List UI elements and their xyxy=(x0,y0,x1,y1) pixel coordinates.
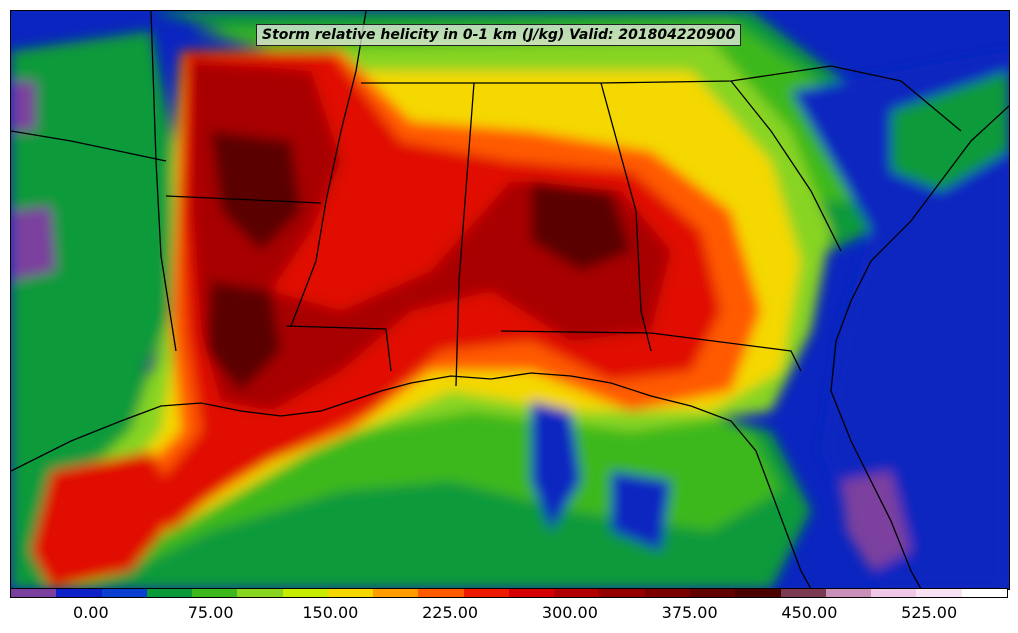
colorbar-segment xyxy=(11,589,57,597)
field-green-west xyxy=(11,31,191,471)
colorbar-segment xyxy=(327,589,374,597)
field-blue-east xyxy=(791,51,1009,589)
field-purple-nw xyxy=(11,81,36,131)
colorbar-tick-label: 375.00 xyxy=(661,603,718,622)
field-blue-gulf-pocket-2 xyxy=(611,471,671,551)
colorbar-segment xyxy=(508,589,555,597)
colorbar-segment xyxy=(237,589,283,597)
colorbar-segment xyxy=(463,589,509,597)
field-maroon-ms xyxy=(211,131,301,251)
coastline-gulf xyxy=(11,372,812,589)
border-ga-sc xyxy=(730,80,842,252)
coastline-atlantic xyxy=(830,105,1009,589)
border-ms-al xyxy=(455,82,475,387)
colorbar-ticks: 0.00 75.00 150.00 225.00 300.00 375.00 450.00 5… xyxy=(10,599,1008,629)
colorbar-segment xyxy=(961,589,1007,597)
map-panel: Storm relative helicity in 0-1 km (J/kg)… xyxy=(10,10,1010,590)
border-ms-river xyxy=(290,11,367,327)
colorbar-segment xyxy=(780,589,826,597)
colorbar-tick-label: 525.00 xyxy=(901,603,958,622)
colorbar-segment xyxy=(644,589,690,597)
colorbar-tick-label: 450.00 xyxy=(781,603,838,622)
field-green-east-coast xyxy=(891,71,1009,191)
field-maroon-al xyxy=(531,181,631,271)
field-darkred-core xyxy=(191,61,671,411)
colorbar-segment xyxy=(689,589,736,597)
colorbar-tick-label: 150.00 xyxy=(302,603,359,622)
helicity-field-map xyxy=(11,11,1009,589)
colorbar-segment xyxy=(56,589,102,597)
colorbar-segment xyxy=(282,589,328,597)
border-al-ga xyxy=(600,82,652,352)
colorbar-tick-label: 75.00 xyxy=(187,603,234,622)
field-maroon-la xyxy=(206,281,281,391)
colorbar-segment xyxy=(373,589,419,597)
colorbar-segment xyxy=(735,589,781,597)
field-purple-west xyxy=(11,206,56,281)
colorbar-segment xyxy=(101,589,147,597)
colorbar-segment xyxy=(554,589,600,597)
border-ar-la xyxy=(165,195,322,204)
colorbar-segment xyxy=(825,589,872,597)
colorbar-segment xyxy=(192,589,238,597)
colorbar-segment xyxy=(418,589,464,597)
border-al-fl xyxy=(500,330,802,372)
colorbar-tick-label: 300.00 xyxy=(541,603,598,622)
state-borders xyxy=(11,11,1009,589)
colorbar-segment xyxy=(916,589,962,597)
border-ar-north xyxy=(11,130,167,162)
field-red-sw xyxy=(31,451,181,589)
colorbar-segment xyxy=(871,589,917,597)
colorbar-segment xyxy=(599,589,645,597)
border-nc-sc xyxy=(830,65,962,132)
colorbar xyxy=(10,588,1008,598)
colorbar-segment xyxy=(146,589,193,597)
border-ok-tx xyxy=(150,11,177,352)
field-purple-fl xyxy=(841,471,911,571)
border-la-ms-south xyxy=(285,325,392,372)
helicity-contours xyxy=(11,11,1009,589)
field-blue-gulf-pocket xyxy=(531,401,581,531)
map-title: Storm relative helicity in 0-1 km (J/kg)… xyxy=(256,24,742,46)
colorbar-tick-label: 0.00 xyxy=(73,603,109,622)
colorbar-tick-label: 225.00 xyxy=(422,603,479,622)
